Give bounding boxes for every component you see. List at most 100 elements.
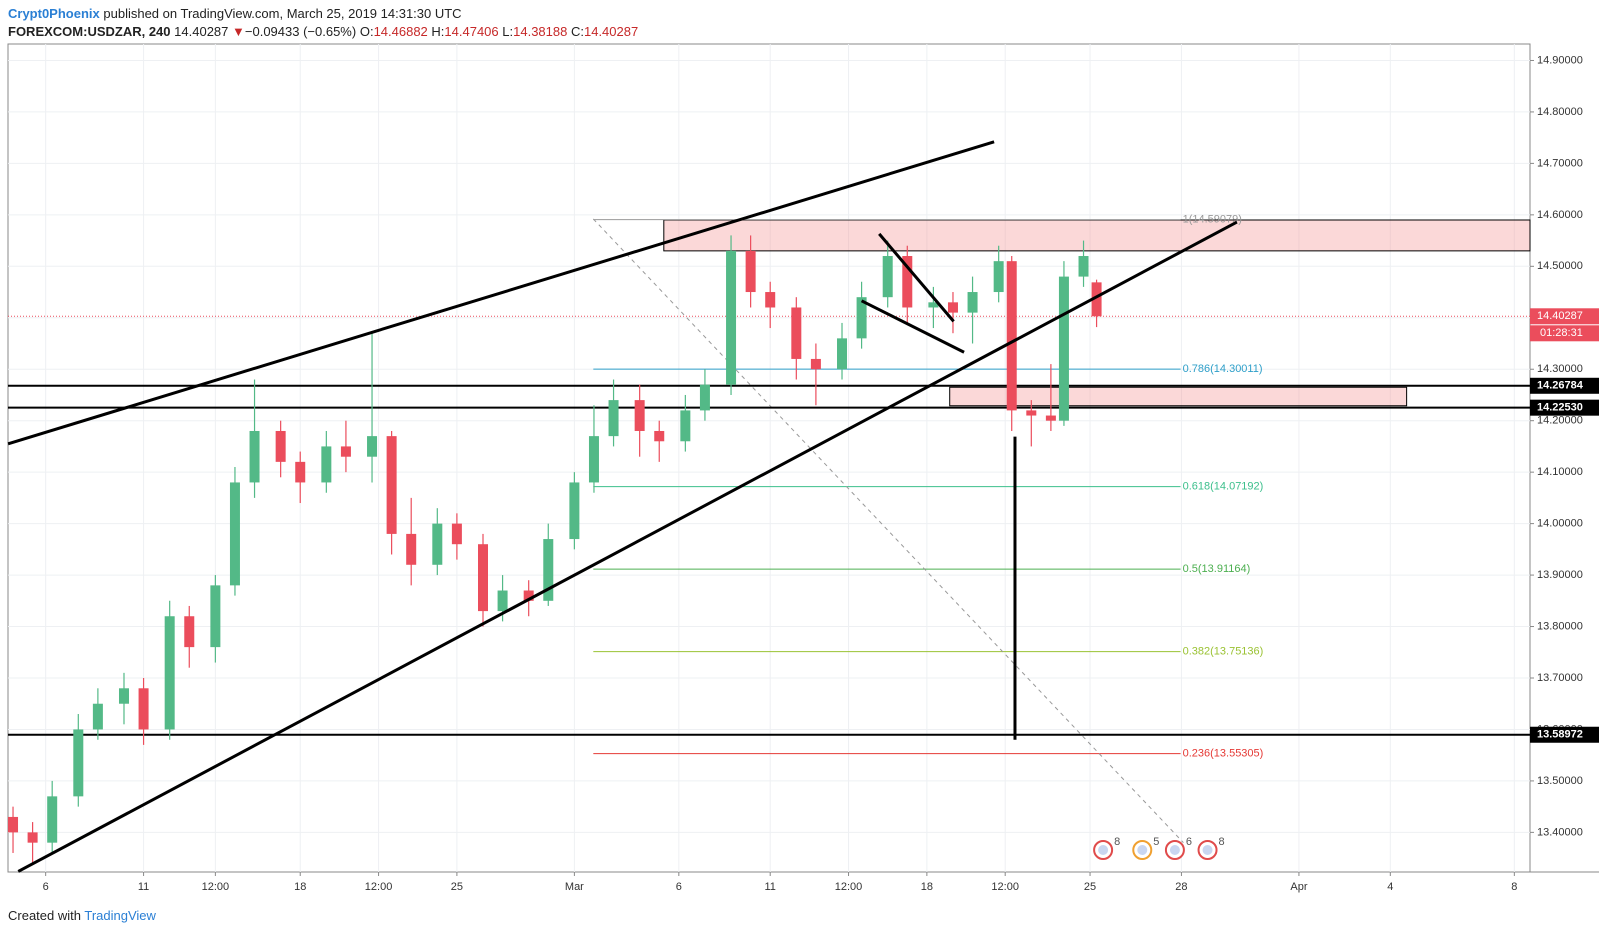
- candle-body: [1091, 282, 1102, 317]
- candle-body: [810, 358, 821, 370]
- price: 14.40287: [174, 24, 229, 39]
- candle-body: [993, 261, 1004, 293]
- candle-body: [432, 523, 443, 565]
- candle-body: [210, 585, 221, 648]
- x-tick-label: 18: [921, 881, 933, 893]
- event-flag: [1202, 845, 1213, 855]
- y-tick-label: 13.80000: [1537, 620, 1583, 632]
- y-tick-label: 14.60000: [1537, 209, 1583, 221]
- x-tick-label: Mar: [565, 881, 584, 893]
- y-tick-label: 14.30000: [1537, 363, 1583, 375]
- y-tick-label: 13.40000: [1537, 826, 1583, 838]
- event-count: 8: [1114, 836, 1120, 848]
- trend-line: [860, 299, 965, 354]
- candle-body: [92, 703, 103, 730]
- candle-body: [497, 590, 508, 612]
- published: published on TradingView.com, March 25, …: [103, 6, 462, 21]
- candle-body: [295, 461, 306, 483]
- chart: 14.90000 14.80000 14.70000 14.60000 14.50000…: [7, 43, 1599, 893]
- change: −0.09433 (−0.65%): [244, 24, 357, 39]
- last-price-label: 14.40287: [1537, 310, 1583, 322]
- y-tick-label: 14.00000: [1537, 518, 1583, 530]
- fib-label: 1(14.59079): [1183, 213, 1242, 225]
- y-tick-label: 14.20000: [1537, 415, 1583, 427]
- candle-body: [478, 544, 489, 612]
- candle-body: [138, 688, 149, 730]
- candle-body: [164, 616, 175, 730]
- countdown-label: 01:28:31: [1540, 327, 1583, 339]
- x-tick-label: 12:00: [991, 881, 1019, 893]
- fib-label: 0.5(13.91164): [1183, 563, 1251, 575]
- x-tick-label: 25: [1084, 881, 1096, 893]
- symbol: FOREXCOM:USDZAR, 240: [8, 24, 171, 39]
- y-tick-label: 13.50000: [1537, 775, 1583, 787]
- candle-body: [856, 297, 867, 339]
- candle-body: [791, 307, 802, 359]
- candle-body: [1006, 261, 1017, 411]
- candle-body: [765, 292, 776, 308]
- candle-body: [1058, 276, 1069, 421]
- x-tick-label: 18: [294, 881, 306, 893]
- l-label: L:: [502, 24, 514, 39]
- candle-body: [1045, 415, 1056, 421]
- event-flag: [1137, 845, 1148, 855]
- candle-body: [1026, 410, 1037, 416]
- symbol-line: FOREXCOM:USDZAR, 240 14.40287 ▼−0.09433 …: [8, 23, 638, 41]
- x-tick-label: Apr: [1290, 881, 1307, 893]
- event-count: 5: [1153, 836, 1159, 848]
- candle-body: [837, 338, 848, 370]
- x-tick-label: 6: [676, 881, 682, 893]
- candle-body: [726, 250, 737, 385]
- candle-body: [184, 616, 195, 648]
- candle-body: [321, 446, 332, 483]
- o: 14.46882: [373, 24, 428, 39]
- candle-body: [47, 796, 58, 843]
- c: 14.40287: [583, 24, 639, 39]
- o-label: O:: [359, 24, 374, 39]
- event-flag: [1098, 845, 1109, 855]
- level-tag: [1530, 399, 1599, 416]
- x-tick-label: 25: [451, 881, 463, 893]
- plot-frame: [7, 43, 1531, 873]
- candle-body: [8, 816, 19, 833]
- c-label: C:: [570, 24, 584, 39]
- fib-label: 0.786(14.30011): [1183, 363, 1263, 375]
- y-tick-label: 14.70000: [1537, 157, 1583, 169]
- x-tick-label: 28: [1175, 881, 1187, 893]
- candle-body: [745, 250, 756, 293]
- candle-body: [947, 302, 958, 313]
- candle-body: [386, 436, 397, 534]
- x-tick-label: 11: [764, 881, 775, 893]
- candle-body: [367, 436, 378, 457]
- candle-body: [569, 482, 580, 540]
- x-tick-label: 4: [1387, 881, 1393, 893]
- x-tick-label: 11: [138, 881, 149, 893]
- candle-body: [928, 302, 939, 308]
- trend-line: [7, 140, 995, 446]
- fib-label: 0.618(14.07192): [1183, 481, 1264, 493]
- candle-body: [249, 430, 260, 483]
- zone: [663, 219, 1531, 252]
- level-tag: [1530, 726, 1599, 743]
- l: 14.38188: [513, 24, 568, 39]
- countdown-tag: [1530, 325, 1599, 342]
- candle-body: [543, 539, 554, 601]
- candle-body: [406, 533, 417, 565]
- arrow: ▼: [232, 24, 245, 39]
- footer: Created with TradingView: [8, 908, 156, 923]
- publish-line: Crypt0Phoenix published on TradingView.c…: [8, 5, 638, 23]
- x-tick-label: 12:00: [202, 881, 230, 893]
- x-tick-label: 12:00: [835, 881, 863, 893]
- x-tick-label: 8: [1511, 881, 1517, 893]
- candle-body: [118, 688, 129, 704]
- fib-trend: [592, 218, 1184, 844]
- candle-body: [967, 292, 978, 313]
- candle-body: [340, 446, 351, 457]
- candle-body: [451, 523, 462, 545]
- h: 14.47406: [444, 24, 499, 39]
- brand[interactable]: TradingView: [84, 908, 156, 923]
- author[interactable]: Crypt0Phoenix: [8, 6, 100, 21]
- level-tag: [1530, 377, 1599, 394]
- x-tick-label: 6: [43, 881, 49, 893]
